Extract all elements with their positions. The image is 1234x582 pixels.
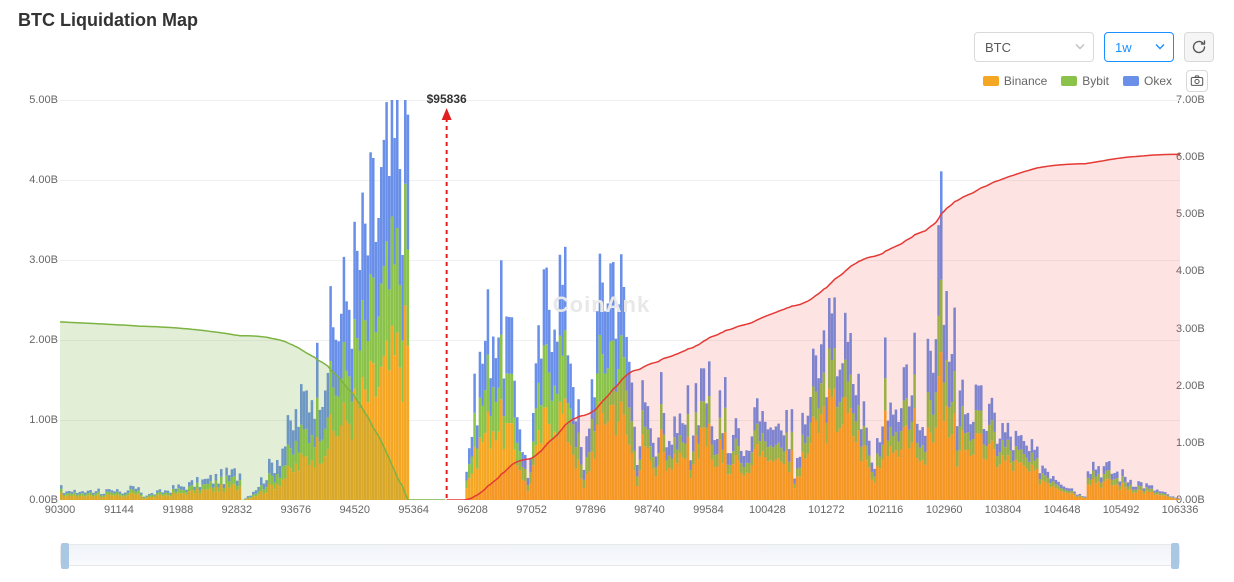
camera-icon (1190, 74, 1204, 88)
y-right-tick: 1.00B (1176, 437, 1205, 449)
y-left-tick: 2.00B (29, 334, 58, 346)
x-tick: 102960 (926, 504, 963, 516)
x-tick: 106336 (1162, 504, 1199, 516)
refresh-button[interactable] (1184, 32, 1214, 62)
y-axis-right: 0.00B1.00B2.00B3.00B4.00B5.00B6.00B7.00B (1176, 100, 1224, 500)
x-tick: 91988 (163, 504, 194, 516)
legend: Binance Bybit Okex (983, 70, 1208, 92)
liquidation-map-panel: BTC Liquidation Map BTC 1w Binance Bybit (0, 0, 1234, 582)
y-axis-left: 0.00B1.00B2.00B3.00B4.00B5.00B (10, 100, 58, 500)
legend-label: Bybit (1082, 74, 1109, 88)
y-right-tick: 3.00B (1176, 323, 1205, 335)
x-tick: 94520 (339, 504, 370, 516)
legend-swatch (1061, 76, 1077, 86)
y-right-tick: 5.00B (1176, 208, 1205, 220)
timeframe-select-value: 1w (1115, 40, 1132, 55)
refresh-icon (1191, 39, 1207, 55)
y-left-tick: 5.00B (29, 94, 58, 106)
x-tick: 105492 (1103, 504, 1140, 516)
x-tick: 103804 (985, 504, 1022, 516)
page-title: BTC Liquidation Map (18, 10, 1216, 31)
legend-item-binance[interactable]: Binance (983, 74, 1047, 88)
x-tick: 102116 (867, 504, 903, 516)
x-tick: 97052 (516, 504, 547, 516)
x-axis: 9030091144919889283293676945209536496208… (60, 504, 1180, 520)
x-tick: 100428 (749, 504, 786, 516)
y-left-tick: 4.00B (29, 174, 58, 186)
legend-swatch (1123, 76, 1139, 86)
legend-swatch (983, 76, 999, 86)
x-tick: 99584 (693, 504, 724, 516)
y-right-tick: 6.00B (1176, 151, 1205, 163)
x-tick: 97896 (575, 504, 606, 516)
x-tick: 92832 (222, 504, 253, 516)
current-price-label: $95836 (427, 92, 467, 106)
y-left-tick: 1.00B (29, 414, 58, 426)
x-tick: 101272 (808, 504, 845, 516)
chart-area[interactable]: $95836 CoinAnk (60, 100, 1180, 500)
x-tick: 95364 (398, 504, 429, 516)
x-tick: 90300 (45, 504, 76, 516)
symbol-select[interactable]: BTC (974, 32, 1094, 62)
zoom-handle-left[interactable] (61, 543, 69, 569)
chevron-down-icon (1075, 40, 1085, 55)
zoom-slider[interactable] (60, 544, 1180, 566)
x-tick: 104648 (1044, 504, 1081, 516)
toolbar: BTC 1w (974, 32, 1214, 62)
zoom-handle-right[interactable] (1171, 543, 1179, 569)
legend-item-okex[interactable]: Okex (1123, 74, 1172, 88)
legend-item-bybit[interactable]: Bybit (1061, 74, 1109, 88)
x-tick: 91144 (104, 504, 134, 516)
legend-label: Binance (1004, 74, 1047, 88)
watermark: CoinAnk (553, 292, 650, 318)
symbol-select-value: BTC (985, 40, 1011, 55)
legend-label: Okex (1144, 74, 1172, 88)
chevron-down-icon (1155, 40, 1165, 55)
y-right-tick: 2.00B (1176, 380, 1205, 392)
y-right-tick: 4.00B (1176, 265, 1205, 277)
x-tick: 98740 (634, 504, 665, 516)
x-tick: 96208 (457, 504, 488, 516)
screenshot-button[interactable] (1186, 70, 1208, 92)
timeframe-select[interactable]: 1w (1104, 32, 1174, 62)
y-right-tick: 7.00B (1176, 94, 1205, 106)
x-tick: 93676 (280, 504, 311, 516)
y-left-tick: 3.00B (29, 254, 58, 266)
